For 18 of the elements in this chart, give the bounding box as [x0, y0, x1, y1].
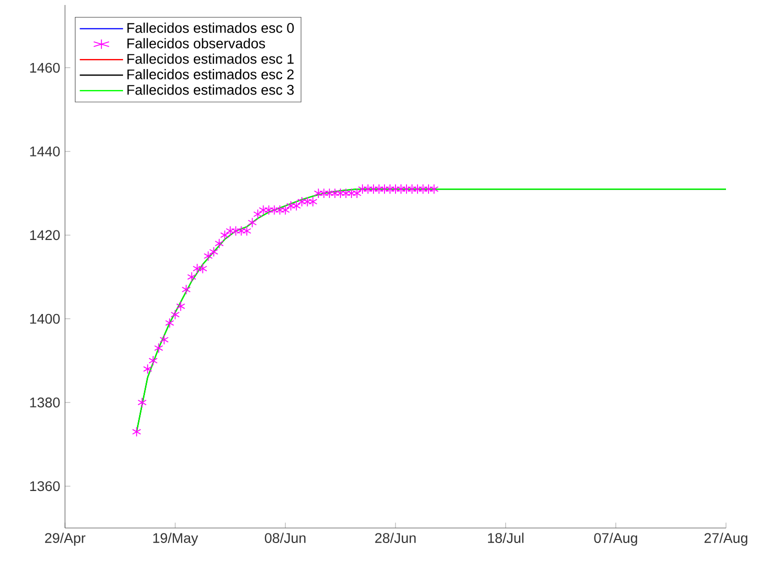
- legend-label: Fallecidos observados: [127, 38, 266, 48]
- x-tick-label: 27/Aug: [704, 532, 748, 546]
- y-tick-label: 1420: [30, 230, 60, 240]
- x-tick-label: 18/Jul: [488, 532, 524, 543]
- x-tick-label: 19/May: [153, 532, 198, 546]
- x-tick-label: 08/Jun: [264, 532, 306, 543]
- y-tick-label: 1440: [30, 146, 60, 156]
- x-tick-label: 07/Aug: [594, 532, 638, 546]
- y-tick-label: 1360: [30, 481, 60, 492]
- x-tick-label: 29/Apr: [45, 532, 86, 546]
- y-tick-label: 1460: [30, 62, 60, 73]
- y-tick-label: 1400: [30, 314, 60, 324]
- legend-label: Fallecidos estimados esc 0: [127, 22, 294, 33]
- legend-label: Fallecidos estimados esc 3: [127, 84, 294, 95]
- legend-label: Fallecidos estimados esc 1: [127, 54, 294, 64]
- legend-label: Fallecidos estimados esc 2: [127, 69, 294, 80]
- y-tick-label: 1380: [30, 398, 60, 408]
- x-tick-label: 28/Jun: [375, 532, 416, 543]
